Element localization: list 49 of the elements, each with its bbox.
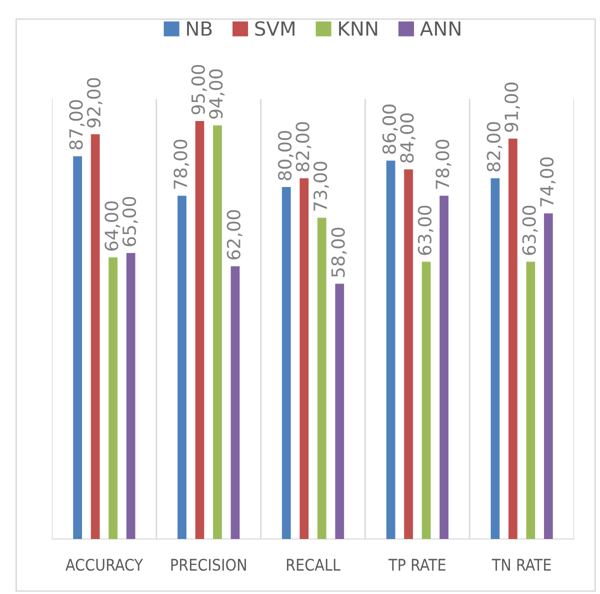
bar: [526, 262, 536, 539]
data-label: 80,00: [278, 130, 294, 180]
data-label: 62,00: [226, 210, 242, 260]
data-label: 87,00: [69, 100, 85, 150]
x-tick-label: TP RATE: [388, 558, 446, 571]
bar: [230, 266, 240, 539]
data-label: 84,00: [400, 113, 416, 163]
bar: [508, 138, 518, 539]
bar: [178, 196, 186, 539]
data-label: 78,00: [174, 140, 190, 189]
data-label: 74,00: [540, 157, 556, 206]
x-tick-label: TN RATE: [492, 558, 551, 571]
bar: [300, 178, 309, 539]
data-label: 82,00: [296, 122, 312, 172]
x-tick-label: ACCURACY: [66, 558, 144, 571]
bar: [386, 160, 396, 539]
data-label: 63,00: [418, 206, 434, 255]
data-label: 86,00: [382, 104, 398, 154]
data-label: 73,00: [313, 162, 329, 211]
legend-label: ANN: [420, 21, 460, 36]
data-label: 78,00: [436, 140, 452, 189]
bar: [90, 134, 100, 539]
data-label: 92,00: [86, 78, 102, 128]
bar: [126, 253, 136, 539]
data-label: 82,00: [486, 122, 502, 172]
data-label: 65,00: [122, 196, 138, 246]
x-tick-label: PRECISION: [171, 558, 246, 571]
bar: [422, 262, 431, 539]
data-label: 94,00: [209, 69, 225, 119]
bar: [108, 257, 118, 539]
data-label: 95,00: [191, 64, 207, 114]
legend-label: SVM: [255, 21, 294, 36]
legend-label: KNN: [339, 21, 378, 36]
bar: [490, 178, 500, 539]
bar: [404, 169, 413, 539]
bar: [440, 196, 448, 539]
bar: [335, 284, 344, 539]
data-label: 64,00: [104, 201, 120, 251]
legend-label: NB: [187, 21, 212, 36]
bar: [73, 156, 82, 539]
bar: [317, 218, 326, 539]
bar: [544, 213, 553, 539]
x-tick-label: RECALL: [286, 558, 340, 571]
data-label: 58,00: [331, 228, 347, 277]
bar: [195, 121, 204, 539]
data-label: 63,00: [522, 206, 538, 255]
bar: [282, 187, 291, 539]
data-label: 91,00: [504, 82, 520, 132]
bar: [213, 125, 222, 539]
